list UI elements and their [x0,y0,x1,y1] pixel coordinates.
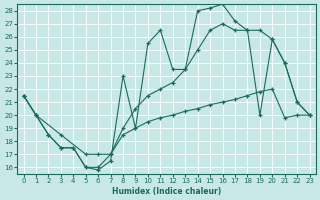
X-axis label: Humidex (Indice chaleur): Humidex (Indice chaleur) [112,187,221,196]
